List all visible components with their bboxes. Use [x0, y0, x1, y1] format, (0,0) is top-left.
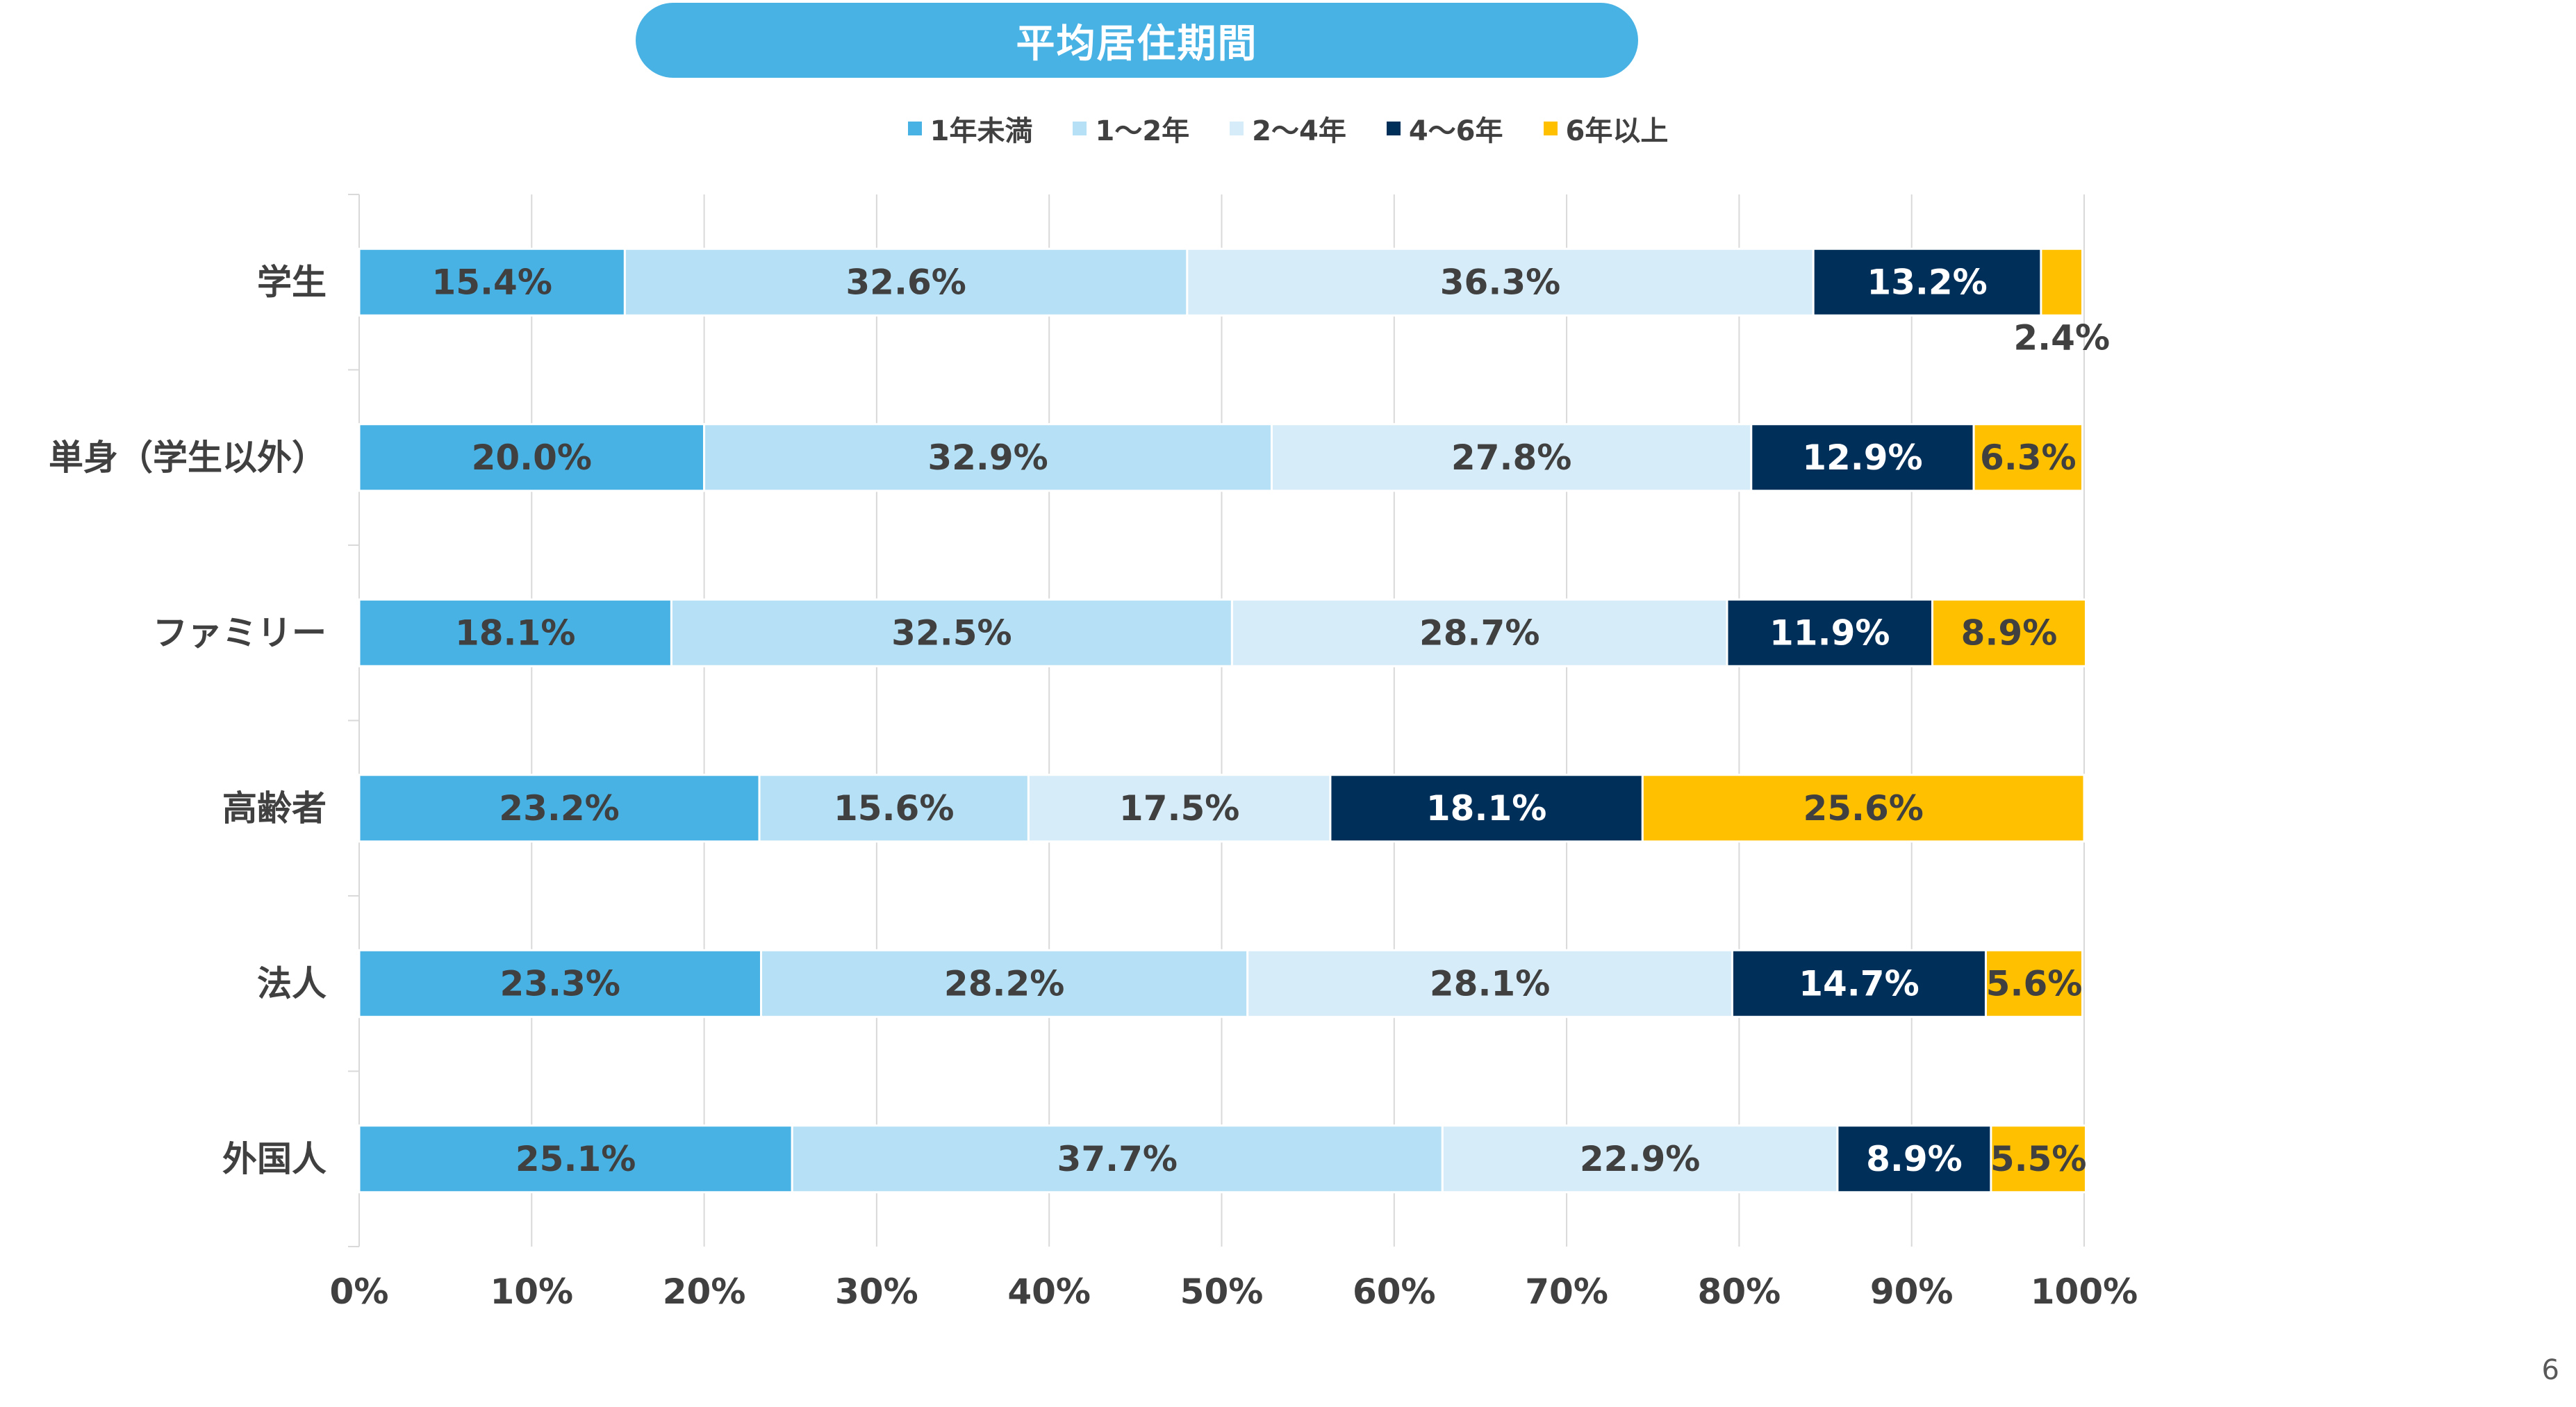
x-tick-label: 60% [1353, 1272, 1436, 1312]
legend-item: 2～4年 [1230, 108, 1346, 149]
legend-swatch [1543, 122, 1558, 135]
data-label: 11.9% [1769, 613, 1890, 653]
legend-item: 6年以上 [1543, 108, 1669, 149]
data-label: 25.1% [515, 1139, 636, 1179]
category-label: 高齢者 [222, 788, 327, 829]
x-tick-label: 100% [2031, 1272, 2138, 1312]
x-tick-label: 40% [1007, 1272, 1091, 1312]
x-tick-label: 50% [1180, 1272, 1264, 1312]
legend-label: 6年以上 [1565, 115, 1669, 147]
data-label: 22.9% [1580, 1139, 1700, 1179]
x-tick-label: 20% [663, 1272, 746, 1312]
data-label: 36.3% [1440, 262, 1560, 302]
bar-segment [1186, 247, 1815, 317]
bar-segment [670, 598, 1233, 667]
category-label: 学生 [257, 262, 327, 302]
bar-segment [1441, 1124, 1839, 1194]
bar-segment [358, 1124, 793, 1194]
bar-segment [760, 949, 1249, 1018]
bar-segment [1836, 1124, 1992, 1194]
bar-segment [1027, 774, 1332, 843]
legend-label: 2～4年 [1252, 115, 1346, 147]
data-label: 25.6% [1803, 788, 1923, 829]
bar-segment [1931, 598, 2087, 667]
data-label: 32.9% [927, 438, 1048, 478]
legend-swatch [1073, 122, 1087, 135]
data-label: 23.2% [499, 788, 619, 829]
bar-segment [1812, 247, 2042, 317]
data-label: 6.3% [1980, 438, 2077, 478]
bar-segment [1246, 949, 1733, 1018]
bar-segment [758, 774, 1030, 843]
category-label: 法人 [257, 963, 327, 1004]
x-tick-label: 10% [490, 1272, 573, 1312]
legend-label: 4～6年 [1408, 115, 1503, 147]
data-label: 28.2% [944, 963, 1064, 1004]
legend-item: 1年未満 [907, 108, 1033, 149]
legend-swatch [907, 122, 922, 135]
bar-segment [2040, 247, 2084, 317]
bar-segment [1984, 949, 2084, 1018]
data-label: 17.5% [1119, 788, 1239, 829]
bar-segment [791, 1124, 1444, 1194]
legend-item: 1～2年 [1073, 108, 1189, 149]
data-label: 32.6% [845, 262, 966, 302]
data-label: 8.9% [1961, 613, 2058, 653]
data-label: 2.4% [2013, 317, 2110, 358]
data-label: 12.9% [1802, 438, 1922, 478]
chart-title: 平均居住期間 [636, 3, 1638, 78]
legend: 1年未満 1～2年 2～4年 4～6年 6年以上 [0, 108, 2576, 149]
data-label: 23.3% [500, 963, 620, 1004]
category-label: 単身（学生以外） [49, 438, 327, 478]
legend-label: 1～2年 [1095, 115, 1190, 147]
bar-segment [358, 247, 626, 317]
legend-swatch [1230, 122, 1244, 135]
data-label: 18.1% [1426, 788, 1546, 829]
bar-segment [1972, 423, 2084, 492]
data-label: 15.4% [431, 262, 552, 302]
bar-segment [1641, 774, 2086, 843]
legend-label: 1年未満 [930, 115, 1033, 147]
category-label: 外国人 [222, 1139, 327, 1179]
page-number: 6 [2541, 1354, 2559, 1386]
bar-segment [358, 598, 672, 667]
data-label: 8.9% [1866, 1139, 1963, 1179]
data-label: 37.7% [1057, 1139, 1178, 1179]
data-label: 15.6% [834, 788, 954, 829]
data-label: 14.7% [1799, 963, 1919, 1004]
bar-segment [1230, 598, 1728, 667]
legend-item: 4～6年 [1386, 108, 1503, 149]
x-tick-label: 90% [1870, 1272, 1954, 1312]
data-label: 32.5% [891, 613, 1012, 653]
x-tick-label: 30% [835, 1272, 918, 1312]
bar-segment [358, 949, 763, 1018]
data-label: 13.2% [1867, 262, 1987, 302]
bar-segment [623, 247, 1189, 317]
bar-segment [1329, 774, 1644, 843]
data-label: 20.0% [472, 438, 592, 478]
x-tick-label: 80% [1698, 1272, 1781, 1312]
x-tick-label: 70% [1525, 1272, 1608, 1312]
x-tick-label: 0% [330, 1272, 389, 1312]
bar-segment [1750, 423, 1975, 492]
data-label: 27.8% [1451, 438, 1571, 478]
data-label: 28.7% [1419, 613, 1539, 653]
category-label: ファミリー [153, 613, 327, 653]
data-label: 5.5% [1990, 1139, 2087, 1179]
bar-segment [1990, 1124, 2087, 1194]
data-label: 28.1% [1430, 963, 1550, 1004]
bar-segment [358, 774, 761, 843]
legend-swatch [1386, 122, 1401, 135]
data-label: 18.1% [455, 613, 575, 653]
data-label: 5.6% [1986, 963, 2083, 1004]
